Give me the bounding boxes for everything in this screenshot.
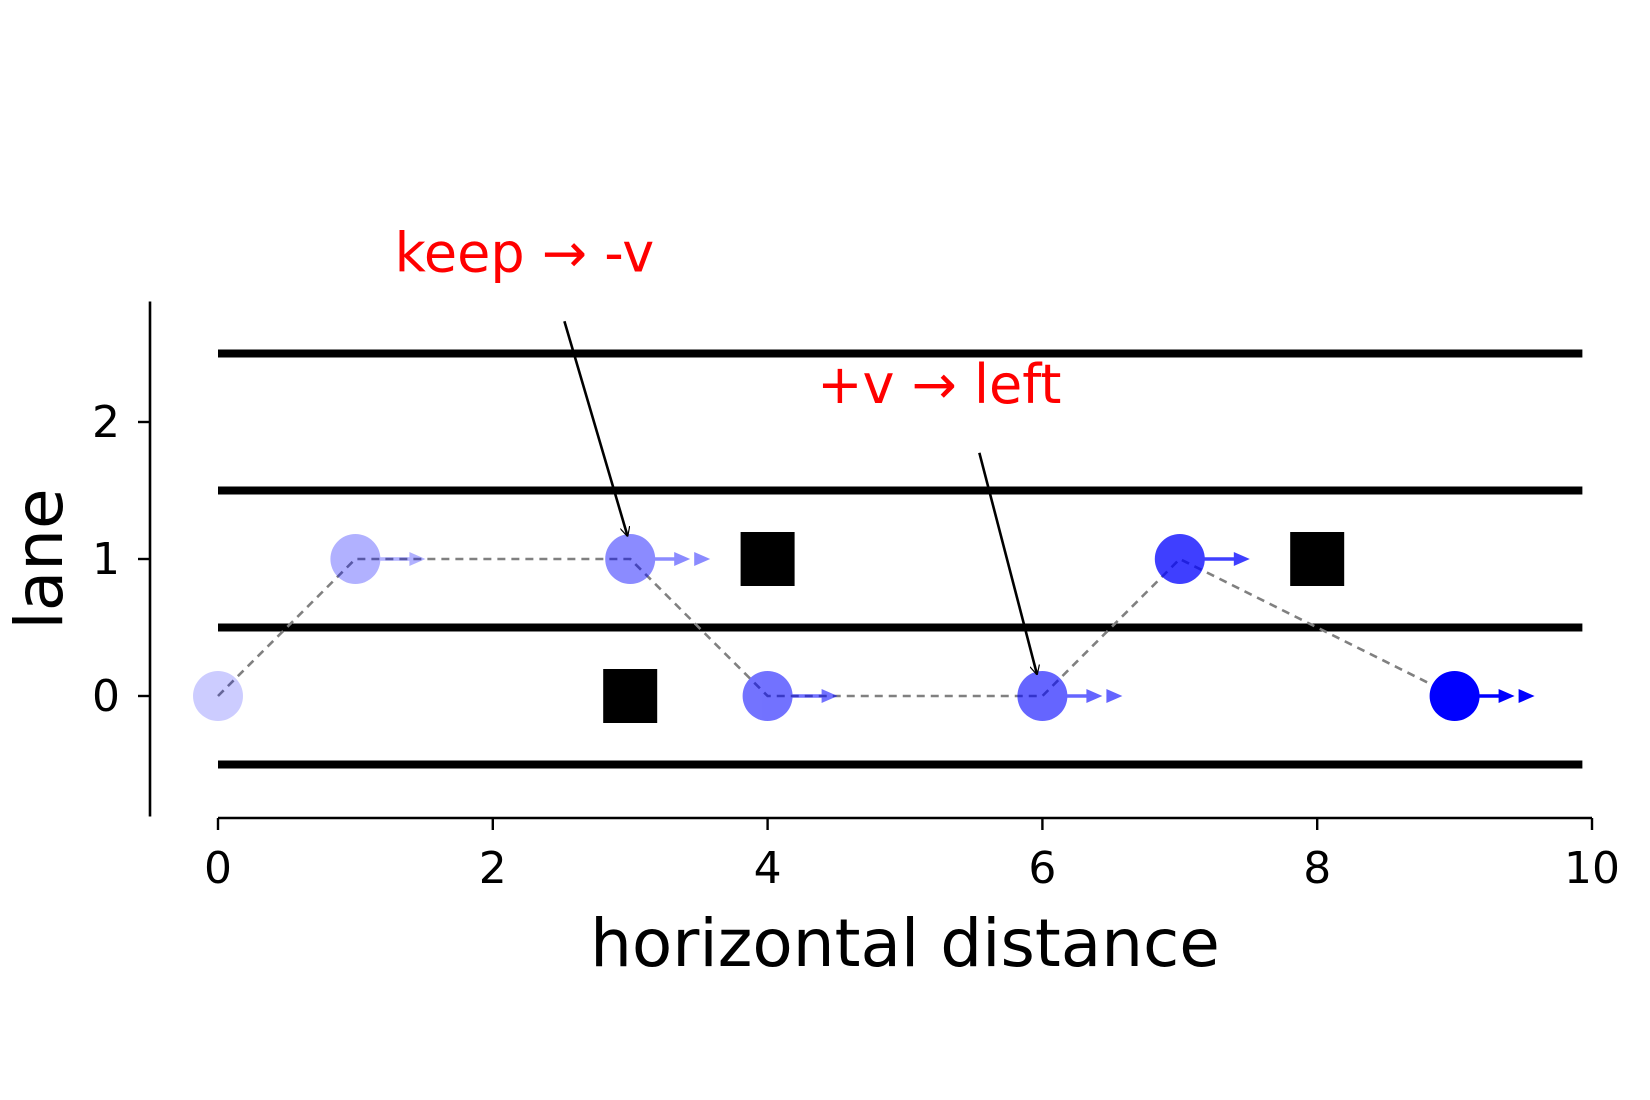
y-axis-label: lane: [1, 488, 78, 629]
obstacles: [603, 532, 1345, 723]
speed-arrow-head: [694, 552, 711, 566]
x-tick-label: 4: [754, 843, 782, 894]
x-axis-label: horizontal distance: [590, 905, 1220, 982]
axes: 0 2 4 6 8 10 0 1 2 horizontal distance lane: [1, 301, 1620, 982]
x-tick-label: 0: [204, 843, 232, 894]
speed-arrow-head: [674, 552, 691, 566]
speed-arrow-head: [1518, 689, 1535, 703]
y-tick-label: 1: [92, 534, 120, 585]
y-ticks: 0 1 2: [92, 397, 150, 722]
speed-arrow-head: [1498, 689, 1515, 703]
obstacle-square: [603, 669, 658, 723]
lane-lines: [218, 349, 1583, 769]
x-tick-label: 10: [1564, 843, 1620, 894]
y-tick-label: 0: [92, 671, 120, 722]
x-tick-label: 8: [1303, 843, 1331, 894]
agent-position: [330, 534, 426, 584]
agent-position: [1017, 671, 1123, 721]
agent-position: [193, 671, 243, 721]
annotation-label: keep → -v: [395, 221, 655, 284]
agent-marker: [1154, 534, 1205, 584]
x-ticks: 0 2 4 6 8 10: [204, 818, 1620, 894]
agent-marker: [330, 534, 381, 584]
agent-marker: [193, 671, 243, 721]
speed-arrow-head: [409, 552, 426, 566]
y-tick-label: 2: [92, 397, 120, 448]
agent-positions: [193, 534, 1535, 721]
agent-marker: [1017, 671, 1068, 721]
agent-position: [1154, 534, 1250, 584]
agent-position: [1429, 671, 1535, 721]
agent-marker: [742, 671, 793, 721]
speed-arrow-head: [1106, 689, 1123, 703]
agent-marker: [605, 534, 656, 584]
speed-arrow-head: [1086, 689, 1103, 703]
agent-position: [605, 534, 711, 584]
annotation-arrow: [563, 320, 627, 535]
x-tick-label: 6: [1028, 843, 1056, 894]
annotation-arrow: [978, 452, 1037, 674]
agent-marker: [1429, 671, 1480, 721]
speed-arrow-head: [1233, 552, 1250, 566]
x-tick-label: 2: [479, 843, 507, 894]
agent-position: [742, 671, 838, 721]
obstacle-square: [1290, 532, 1345, 586]
annotations: keep → -v +v → left: [395, 221, 1061, 674]
obstacle-square: [740, 532, 795, 586]
annotation-label: +v → left: [817, 353, 1061, 416]
speed-arrow-head: [821, 689, 838, 703]
